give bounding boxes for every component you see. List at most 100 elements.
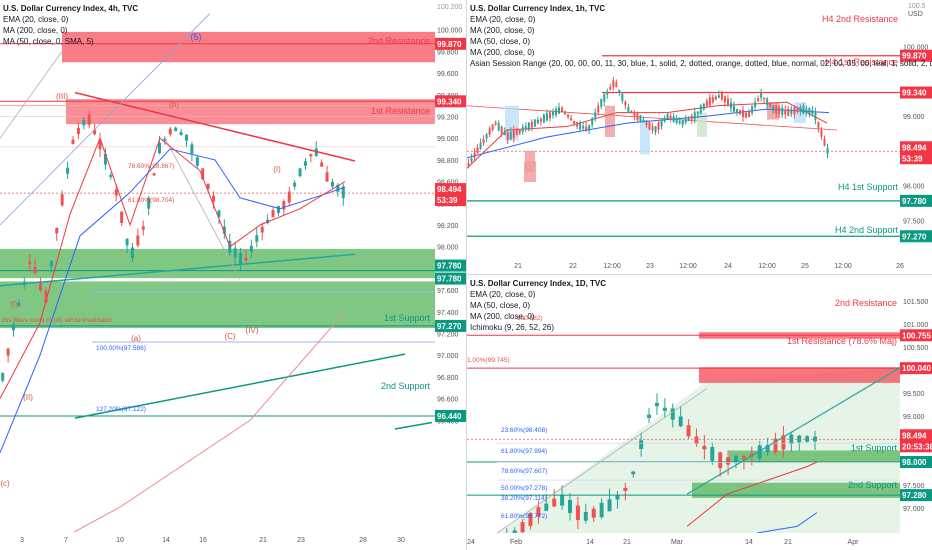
label-1st-resistance: 1st Resistance	[371, 106, 430, 116]
candle-4h	[157, 142, 161, 154]
candle-1h	[527, 122, 530, 131]
label-1d-2nd-resistance: 2nd Resistance	[835, 298, 897, 308]
chart-1h-canvas[interactable]: 100.00099.40099.00098.00097.500100.5USD9…	[467, 0, 932, 274]
chart-4h-canvas[interactable]: 100.00099.80099.60099.40099.20099.00098.…	[0, 0, 466, 550]
uptrend-line-2	[74, 353, 406, 419]
candle-4h	[201, 168, 205, 180]
price-tick: 96.800	[437, 375, 459, 382]
symbol-title[interactable]: U.S. Dollar Currency Index, 4h, TVC	[3, 4, 139, 13]
candle-1d	[781, 435, 786, 450]
support-zone-1d-1	[729, 450, 900, 463]
indicator-ma200[interactable]: MA (200, close, 0)	[3, 26, 68, 35]
wave-label: (I)	[273, 165, 281, 174]
candle-1h	[817, 121, 820, 128]
time-axis-1d[interactable]	[467, 533, 932, 550]
candle-1h	[603, 94, 606, 102]
wave-label: (c)	[0, 479, 10, 488]
candle-1h	[681, 119, 684, 125]
candle-4h	[174, 127, 178, 132]
indicator-ma50[interactable]: MA (50, close, 0, SMA, 5)	[3, 37, 94, 46]
symbol-title-1h[interactable]: U.S. Dollar Currency Index, 1h, TVC	[470, 4, 606, 13]
label-h4-1st-support: H4 1st Support	[838, 182, 899, 192]
candle-1h	[573, 120, 576, 124]
chart-1h[interactable]: 100.00099.40099.00098.00097.500100.5USD9…	[467, 0, 932, 275]
indicator-ema-1d[interactable]: EMA (20, close, 0)	[470, 290, 536, 299]
ma50-line-1h	[467, 108, 830, 159]
chart-1d[interactable]: 101.500101.000100.500100.00099.50099.000…	[467, 275, 932, 550]
time-axis-1h[interactable]	[467, 258, 932, 274]
time-axis[interactable]	[0, 532, 466, 550]
label-2nd-resistance: 2nd Resistance	[368, 36, 430, 46]
badge-r1-bg	[435, 95, 466, 108]
candle-1h	[760, 93, 763, 98]
symbol-title-1d[interactable]: U.S. Dollar Currency Index, 1D, TVC	[470, 279, 607, 288]
badge-price: 98.494	[437, 185, 462, 194]
candle-1h	[805, 108, 808, 113]
time-tick-1h: 24	[724, 263, 732, 270]
candle-1d	[520, 522, 525, 533]
label-1d-2nd-support: 2nd Support	[848, 480, 898, 490]
price-tick: 97.600	[437, 288, 459, 295]
candle-1h	[720, 92, 723, 100]
candle-1h	[542, 114, 545, 123]
candle-4h	[87, 114, 91, 125]
badge-r1: 99.340	[437, 97, 462, 106]
indicator-ema[interactable]: EMA (20, close, 0)	[3, 15, 69, 24]
candle-1h	[476, 147, 479, 154]
fib-1d-label: 61.80%(97.994)	[501, 448, 547, 455]
chart-4h[interactable]: 100.00099.80099.60099.40099.20099.00098.…	[0, 0, 467, 550]
time-tick: 21	[259, 537, 267, 544]
wave-label: (III)	[56, 92, 68, 101]
time-tick-1h: 25	[801, 263, 809, 270]
candle-4h	[212, 195, 216, 202]
time-tick-1d: 14	[745, 539, 753, 546]
candle-1d	[544, 503, 549, 511]
indicator-ema-1h[interactable]: EMA (20, close, 0)	[470, 15, 536, 24]
candle-1h	[518, 128, 521, 134]
price-tick-1h-top: 100.5	[908, 3, 926, 10]
candle-1h	[708, 97, 711, 106]
resistance-zone-1d-1	[699, 367, 900, 383]
support-zone-2	[0, 281, 435, 329]
candle-4h	[12, 324, 16, 331]
chart-1d-canvas[interactable]: 101.500101.000100.500100.00099.50099.000…	[467, 275, 932, 550]
indicator-ma200b-1h[interactable]: MA (200, close, 0)	[470, 48, 535, 57]
indicator-ma50-1d[interactable]: MA (50, close, 0)	[470, 301, 531, 310]
fib-1d-label: 61.80%(96.772)	[501, 513, 547, 520]
badge-1h-price-bg	[900, 141, 932, 154]
fib-label: 61.80%(98.704)	[128, 197, 174, 204]
badge-s1a-bg	[435, 259, 466, 272]
candle-1h	[726, 98, 729, 107]
candle-4h	[271, 209, 275, 218]
time-tick-1d: 14	[586, 539, 594, 546]
badge-1h-s1-bg	[900, 194, 932, 207]
indicator-ma200-1h[interactable]: MA (200, close, 0)	[470, 26, 535, 35]
badge-1h-r2-bg	[900, 49, 932, 62]
candle-1h	[693, 112, 696, 120]
badge-s3: 96.440	[437, 412, 462, 421]
ma50-line	[0, 148, 346, 454]
candle-1d	[726, 457, 731, 465]
candle-4h	[1, 373, 5, 381]
time-tick: 23	[297, 537, 305, 544]
candle-4h	[244, 257, 248, 261]
wave-label: (C)	[224, 332, 235, 341]
price-axis-1h[interactable]	[900, 0, 932, 258]
candle-1h	[579, 122, 582, 130]
legend-1h: U.S. Dollar Currency Index, 1h, TVC EMA …	[470, 3, 932, 69]
badge-1h-time-bg	[900, 152, 932, 165]
candle-1h	[600, 98, 603, 107]
indicator-session-1h[interactable]: Asian Session Range (20, 00, 00, 00, 11,…	[470, 59, 932, 68]
candle-1h	[488, 128, 491, 135]
indicator-ma50-1h[interactable]: MA (50, close, 0)	[470, 37, 531, 46]
indicator-ichimoku-1d[interactable]: Ichimoku (9, 26, 52, 26)	[470, 323, 555, 332]
candle-1h	[757, 98, 760, 102]
indicator-ma200-1d[interactable]: MA (200, close, 0)	[470, 312, 535, 321]
candle-1h	[509, 131, 512, 140]
price-tick: 99.800	[437, 49, 459, 56]
candle-1h	[639, 115, 642, 123]
candle-4h	[293, 182, 297, 187]
time-tick-1h: 12:00	[679, 263, 697, 270]
candle-1h	[567, 114, 570, 118]
candle-1d	[670, 408, 675, 420]
